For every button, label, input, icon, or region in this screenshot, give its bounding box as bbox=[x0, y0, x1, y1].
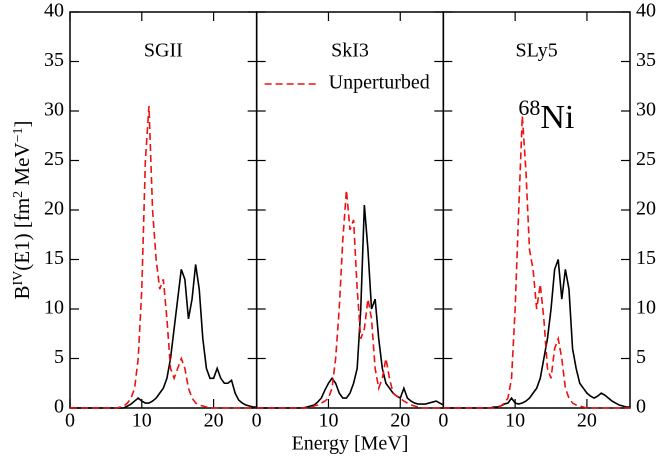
x-tick-label: 10 bbox=[132, 410, 152, 432]
y-tick-label: 0 bbox=[54, 396, 64, 418]
panel-title: SkI3 bbox=[331, 40, 369, 62]
panel-frame bbox=[442, 11, 631, 409]
panel-title: SLy5 bbox=[516, 40, 558, 62]
y-tick-label: 40 bbox=[44, 0, 64, 22]
y-tick-label: 15 bbox=[44, 247, 64, 269]
panel-title: SGII bbox=[144, 40, 183, 62]
x-tick-label: 10 bbox=[505, 410, 525, 432]
y-axis-label-part: MeV bbox=[10, 142, 34, 190]
data-line bbox=[256, 190, 444, 409]
y-tick-label: 20 bbox=[44, 198, 64, 220]
y-tick-label: 35 bbox=[44, 49, 64, 71]
y-axis-label-part: (E1) [fm bbox=[10, 198, 34, 271]
x-tick-label: 20 bbox=[204, 410, 224, 432]
y-tick-label: 30 bbox=[636, 99, 656, 121]
y-tick-label: 10 bbox=[636, 297, 656, 319]
y-tick-label: 15 bbox=[636, 247, 656, 269]
y-tick-label: 30 bbox=[44, 99, 64, 121]
x-tick-label: 0 bbox=[65, 410, 75, 432]
annotation-mass: 68 bbox=[518, 95, 540, 120]
y-axis-label-part: IV bbox=[11, 271, 26, 286]
data-line bbox=[443, 259, 630, 409]
x-tick-label: 0 bbox=[438, 410, 448, 432]
data-line bbox=[70, 264, 257, 409]
y-axis-label-part: 2 bbox=[11, 191, 26, 198]
y-axis-label-part: B bbox=[10, 285, 34, 299]
y-axis-label-part: ] bbox=[10, 120, 34, 127]
legend-label: Unperturbed bbox=[329, 72, 430, 94]
y-tick-label: 0 bbox=[636, 396, 646, 418]
y-tick-label: 25 bbox=[44, 148, 64, 170]
panel-frame bbox=[69, 11, 258, 409]
y-tick-label: 5 bbox=[636, 346, 646, 368]
y-tick-label: 5 bbox=[54, 346, 64, 368]
y-tick-label: 40 bbox=[636, 0, 656, 22]
y-tick-label: 10 bbox=[44, 297, 64, 319]
y-tick-label: 25 bbox=[636, 148, 656, 170]
x-tick-label: 20 bbox=[577, 410, 597, 432]
annotation-element: Ni bbox=[540, 99, 574, 136]
data-line bbox=[70, 105, 257, 409]
y-tick-label: 20 bbox=[636, 198, 656, 220]
y-axis-label: BIV(E1) [fm2 MeV−1] bbox=[10, 120, 34, 299]
x-axis-label: Energy [MeV] bbox=[292, 433, 409, 455]
data-line bbox=[443, 115, 630, 409]
x-tick-label: 10 bbox=[318, 410, 338, 432]
annotation: 68Ni bbox=[518, 95, 574, 136]
y-tick-label: 35 bbox=[636, 49, 656, 71]
y-axis-label-part: −1 bbox=[11, 127, 26, 142]
x-tick-label: 20 bbox=[390, 410, 410, 432]
data-line bbox=[256, 204, 444, 409]
x-tick-label: 0 bbox=[252, 410, 262, 432]
